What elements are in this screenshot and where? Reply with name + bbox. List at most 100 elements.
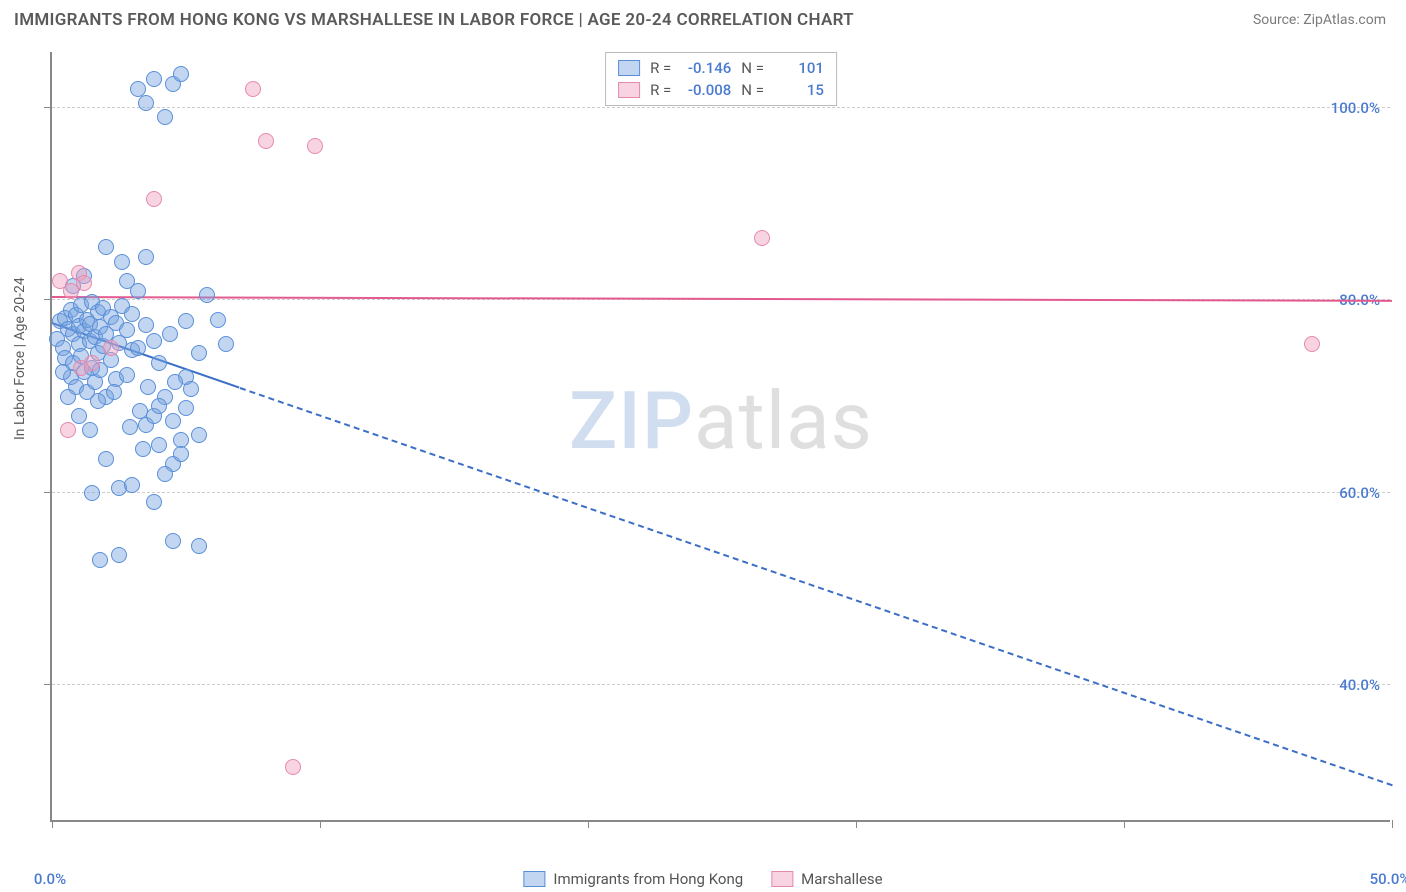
r-label: R = bbox=[650, 59, 671, 77]
y-tick bbox=[44, 684, 52, 685]
data-point bbox=[178, 400, 194, 416]
r-label: R = bbox=[650, 81, 671, 99]
data-point bbox=[60, 389, 76, 405]
x-tick bbox=[320, 820, 321, 828]
data-point bbox=[183, 381, 199, 397]
x-tick bbox=[588, 820, 589, 828]
source-label: Source: ZipAtlas.com bbox=[1253, 12, 1386, 28]
data-point bbox=[157, 109, 173, 125]
y-tick-label: 40.0% bbox=[1339, 676, 1380, 694]
data-point bbox=[165, 533, 181, 549]
data-point bbox=[191, 345, 207, 361]
y-tick bbox=[44, 107, 52, 108]
data-point bbox=[140, 379, 156, 395]
data-point bbox=[191, 538, 207, 554]
y-tick bbox=[44, 299, 52, 300]
data-point bbox=[76, 275, 92, 291]
data-point bbox=[151, 398, 167, 414]
y-tick-label: 60.0% bbox=[1339, 484, 1380, 502]
data-point bbox=[218, 336, 234, 352]
data-point bbox=[82, 422, 98, 438]
n-value: 15 bbox=[774, 81, 824, 99]
data-point bbox=[146, 333, 162, 349]
data-point bbox=[114, 254, 130, 270]
data-point bbox=[71, 408, 87, 424]
legend-row: R = -0.008 N = 15 bbox=[618, 79, 824, 101]
legend-row: R = -0.146 N = 101 bbox=[618, 57, 824, 79]
data-point bbox=[122, 419, 138, 435]
data-point bbox=[111, 547, 127, 563]
data-point bbox=[84, 485, 100, 501]
n-label: N = bbox=[741, 59, 764, 77]
y-tick bbox=[44, 492, 52, 493]
data-point bbox=[210, 312, 226, 328]
data-point bbox=[92, 552, 108, 568]
x-tick bbox=[52, 820, 53, 828]
data-point bbox=[73, 360, 89, 376]
legend-label: Marshallese bbox=[801, 870, 882, 888]
watermark-bold: ZIP bbox=[569, 374, 694, 468]
data-point bbox=[151, 437, 167, 453]
data-point bbox=[754, 230, 770, 246]
data-point bbox=[146, 71, 162, 87]
chart-plot-area: ZIPatlas R = -0.146 N = 101 R = -0.008 N… bbox=[50, 52, 1390, 822]
y-axis-label: In Labor Force | Age 20-24 bbox=[12, 277, 28, 440]
correlation-legend: R = -0.146 N = 101 R = -0.008 N = 15 bbox=[605, 52, 837, 106]
data-point bbox=[146, 191, 162, 207]
legend-item: Marshallese bbox=[771, 870, 882, 888]
swatch-icon bbox=[771, 871, 793, 887]
x-tick bbox=[1392, 820, 1393, 828]
watermark: ZIPatlas bbox=[569, 374, 873, 468]
data-point bbox=[167, 374, 183, 390]
legend-item: Immigrants from Hong Kong bbox=[523, 870, 743, 888]
data-point bbox=[130, 340, 146, 356]
x-tick bbox=[1124, 820, 1125, 828]
y-tick-label: 100.0% bbox=[1331, 99, 1380, 117]
data-point bbox=[90, 393, 106, 409]
data-point bbox=[130, 283, 146, 299]
r-value: -0.146 bbox=[681, 59, 731, 77]
watermark-light: atlas bbox=[694, 374, 873, 468]
data-point bbox=[191, 427, 207, 443]
data-point bbox=[106, 384, 122, 400]
legend-label: Immigrants from Hong Kong bbox=[553, 870, 743, 888]
data-point bbox=[173, 446, 189, 462]
swatch-icon bbox=[618, 60, 640, 76]
n-label: N = bbox=[741, 81, 764, 99]
data-point bbox=[162, 326, 178, 342]
data-point bbox=[173, 66, 189, 82]
gridline bbox=[52, 492, 1390, 493]
n-value: 101 bbox=[774, 59, 824, 77]
swatch-icon bbox=[523, 871, 545, 887]
x-tick-label: 50.0% bbox=[1370, 870, 1406, 888]
data-point bbox=[60, 422, 76, 438]
r-value: -0.008 bbox=[681, 81, 731, 99]
data-point bbox=[1304, 336, 1320, 352]
data-point bbox=[119, 367, 135, 383]
data-point bbox=[119, 322, 135, 338]
data-point bbox=[178, 313, 194, 329]
data-point bbox=[157, 466, 173, 482]
data-point bbox=[138, 249, 154, 265]
data-point bbox=[258, 133, 274, 149]
data-point bbox=[124, 477, 140, 493]
data-point bbox=[151, 355, 167, 371]
data-point bbox=[98, 239, 114, 255]
data-point bbox=[165, 413, 181, 429]
data-point bbox=[245, 81, 261, 97]
data-point bbox=[138, 317, 154, 333]
data-point bbox=[285, 759, 301, 775]
data-point bbox=[124, 306, 140, 322]
series-legend: Immigrants from Hong Kong Marshallese bbox=[523, 870, 882, 888]
data-point bbox=[98, 451, 114, 467]
data-point bbox=[103, 340, 119, 356]
data-point bbox=[199, 287, 215, 303]
data-point bbox=[307, 138, 323, 154]
chart-title: IMMIGRANTS FROM HONG KONG VS MARSHALLESE… bbox=[14, 10, 854, 30]
data-point bbox=[135, 441, 151, 457]
data-point bbox=[146, 494, 162, 510]
data-point bbox=[138, 95, 154, 111]
swatch-icon bbox=[618, 82, 640, 98]
data-point bbox=[55, 364, 71, 380]
x-tick bbox=[856, 820, 857, 828]
